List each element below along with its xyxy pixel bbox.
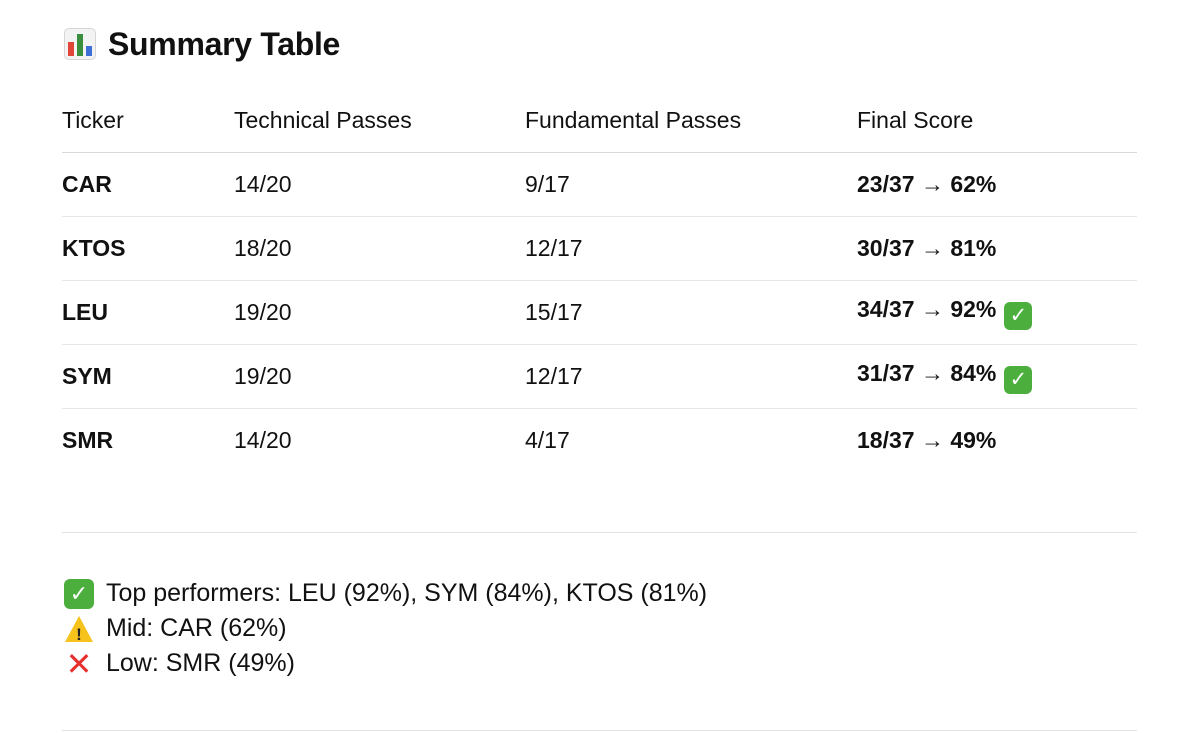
fundamental-cell: 15/17 xyxy=(525,280,857,345)
title-row: Summary Table xyxy=(64,22,340,66)
note-text: Low: SMR (49%) xyxy=(106,649,295,677)
table-header-row: Ticker Technical Passes Fundamental Pass… xyxy=(62,88,1137,153)
table-row: SMR 14/20 4/17 18/37 → 49% xyxy=(62,409,1137,473)
score-cell: 30/37 → 81% xyxy=(857,216,1137,281)
warning-icon: ! xyxy=(64,614,94,644)
table-row: SYM 19/20 12/17 31/37 → 84% ✓ xyxy=(62,344,1137,409)
fundamental-cell: 12/17 xyxy=(525,216,857,281)
note-low: ✕ Low: SMR (49%) xyxy=(64,646,707,681)
check-mark-icon: ✓ xyxy=(64,578,94,609)
ticker-cell: SMR xyxy=(62,427,114,453)
bottom-divider xyxy=(62,730,1137,731)
summary-notes: ✓ Top performers: LEU (92%), SYM (84%), … xyxy=(64,576,707,681)
warning-glyph: ! xyxy=(76,624,82,644)
score-value: 18/37 → 49% xyxy=(857,427,997,453)
header-fundamental-passes: Fundamental Passes xyxy=(525,88,857,153)
note-text: Top performers: LEU (92%), SYM (84%), KT… xyxy=(106,579,708,607)
ticker-cell: LEU xyxy=(62,280,234,345)
ticker-cell: CAR xyxy=(62,152,234,217)
cross-mark-icon: ✕ xyxy=(65,645,93,682)
bar-chart-icon xyxy=(64,28,96,60)
summary-table: Ticker Technical Passes Fundamental Pass… xyxy=(62,88,1137,472)
ticker-cell: KTOS xyxy=(62,216,234,281)
chart-bar-blue xyxy=(86,46,92,56)
header-ticker: Ticker xyxy=(62,88,234,153)
chart-bar-red xyxy=(68,42,74,56)
section-divider xyxy=(62,532,1137,533)
score-cell: 34/37 → 92% ✓ xyxy=(857,280,1137,345)
fundamental-cell: 9/17 xyxy=(525,152,857,217)
note-top-performers: ✓ Top performers: LEU (92%), SYM (84%), … xyxy=(64,576,707,611)
technical-cell: 19/20 xyxy=(234,344,525,409)
note-text: Mid: CAR (62%) xyxy=(106,614,287,642)
table-row: KTOS 18/20 12/17 30/37 → 81% xyxy=(62,216,1137,281)
chart-bar-green xyxy=(77,34,83,56)
technical-cell: 14/20 xyxy=(234,427,292,453)
technical-cell: 14/20 xyxy=(234,152,525,217)
check-mark-icon: ✓ xyxy=(1004,365,1033,394)
header-technical-passes: Technical Passes xyxy=(234,88,525,153)
table-row: LEU 19/20 15/17 34/37 → 92% ✓ xyxy=(62,280,1137,345)
score-cell: 18/37 → 49% xyxy=(857,409,1137,473)
header-final-score: Final Score xyxy=(857,88,1137,153)
technical-cell: 19/20 xyxy=(234,280,525,345)
check-mark-icon: ✓ xyxy=(1004,301,1033,330)
ticker-cell: SYM xyxy=(62,344,234,409)
score-value: 34/37 → 92% xyxy=(857,295,997,322)
fundamental-cell: 12/17 xyxy=(525,344,857,409)
technical-cell: 18/20 xyxy=(234,216,525,281)
score-value: 30/37 → 81% xyxy=(857,235,997,261)
score-value: 31/37 → 84% xyxy=(857,359,997,386)
page-title: Summary Table xyxy=(108,25,341,62)
score-value: 23/37 → 62% xyxy=(857,171,997,197)
score-cell: 31/37 → 84% ✓ xyxy=(857,344,1137,409)
table-row: CAR 14/20 9/17 23/37 → 62% xyxy=(62,152,1137,217)
fundamental-cell: 4/17 xyxy=(525,427,570,453)
note-mid: ! Mid: CAR (62%) xyxy=(64,611,707,646)
score-cell: 23/37 → 62% xyxy=(857,152,1137,217)
